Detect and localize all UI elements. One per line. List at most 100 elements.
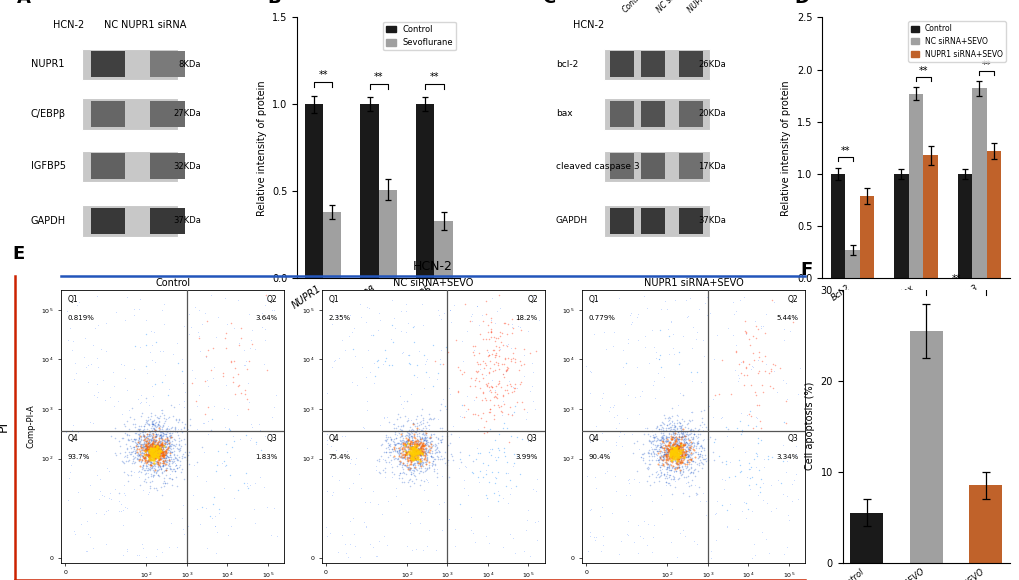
Point — [688, 327, 704, 336]
Point — [649, 470, 665, 480]
Point — [414, 428, 430, 437]
Point — [416, 454, 432, 463]
Point — [666, 445, 683, 455]
Point — [149, 445, 165, 454]
Point — [674, 332, 690, 341]
Point — [401, 474, 418, 484]
Point — [390, 450, 407, 459]
Point — [657, 423, 674, 433]
Point — [648, 422, 664, 431]
Text: 37KDa: 37KDa — [697, 216, 726, 226]
Point — [243, 419, 259, 428]
Point — [256, 325, 272, 334]
Point — [403, 469, 419, 478]
Point — [422, 437, 438, 447]
Point — [83, 360, 99, 369]
Point — [668, 450, 685, 459]
Point — [716, 476, 733, 485]
Point — [660, 429, 677, 438]
Point — [78, 452, 95, 462]
Point — [404, 450, 420, 459]
Point — [412, 450, 428, 459]
Point — [113, 433, 129, 443]
Point — [683, 463, 699, 472]
Point — [466, 396, 482, 405]
Point — [665, 450, 682, 459]
Point — [147, 445, 163, 455]
Point — [658, 465, 675, 474]
Point — [138, 443, 154, 452]
Point — [60, 453, 76, 462]
Bar — [679, 101, 702, 127]
Point — [399, 414, 416, 423]
Point — [409, 432, 425, 441]
Point — [159, 440, 175, 449]
Point — [148, 436, 164, 445]
Point — [144, 449, 160, 458]
Point — [171, 462, 187, 472]
Point — [451, 500, 468, 509]
Point — [131, 294, 148, 303]
Point — [144, 462, 160, 471]
Point — [403, 451, 419, 461]
Point — [487, 357, 503, 366]
Point — [414, 419, 430, 428]
Point — [217, 461, 233, 470]
Point — [635, 291, 651, 300]
Point — [640, 445, 656, 454]
Point — [403, 442, 419, 451]
Text: 20KDa: 20KDa — [698, 110, 726, 118]
Point — [439, 432, 455, 441]
Point — [218, 319, 234, 328]
Point — [116, 458, 132, 467]
Point — [60, 473, 76, 483]
Point — [156, 419, 172, 428]
Point — [661, 425, 678, 434]
Point — [136, 454, 152, 463]
Point — [153, 448, 169, 458]
Point — [392, 456, 409, 465]
Point — [506, 343, 523, 353]
Point — [748, 422, 764, 431]
Point — [672, 444, 688, 454]
Point — [398, 437, 415, 446]
Point — [428, 469, 444, 478]
Point — [669, 430, 686, 439]
Point — [656, 449, 673, 458]
Point — [151, 450, 167, 459]
Point — [141, 434, 157, 444]
Point — [405, 443, 421, 452]
Point — [673, 441, 689, 451]
Point — [138, 433, 154, 442]
Point — [226, 390, 243, 399]
Point — [663, 445, 680, 454]
Point — [518, 451, 534, 460]
Point — [683, 454, 699, 463]
Point — [667, 410, 684, 419]
Point — [665, 451, 682, 460]
Point — [667, 458, 684, 467]
Point — [159, 437, 175, 447]
Point — [397, 448, 414, 458]
Point — [601, 447, 618, 456]
Point — [155, 449, 171, 458]
Point — [139, 446, 155, 455]
Point — [131, 342, 148, 351]
Point — [681, 455, 697, 464]
Point — [605, 328, 622, 337]
Point — [401, 463, 418, 472]
Point — [657, 450, 674, 459]
Point — [378, 437, 394, 446]
Point — [653, 437, 669, 446]
Point — [666, 450, 683, 459]
Point — [144, 449, 160, 458]
Point — [676, 452, 692, 462]
Point — [209, 460, 225, 469]
Point — [676, 448, 692, 457]
Point — [750, 466, 766, 475]
Bar — [151, 101, 184, 127]
Point — [399, 438, 416, 447]
Point — [407, 455, 423, 464]
Point — [672, 448, 688, 457]
Point — [145, 450, 161, 459]
